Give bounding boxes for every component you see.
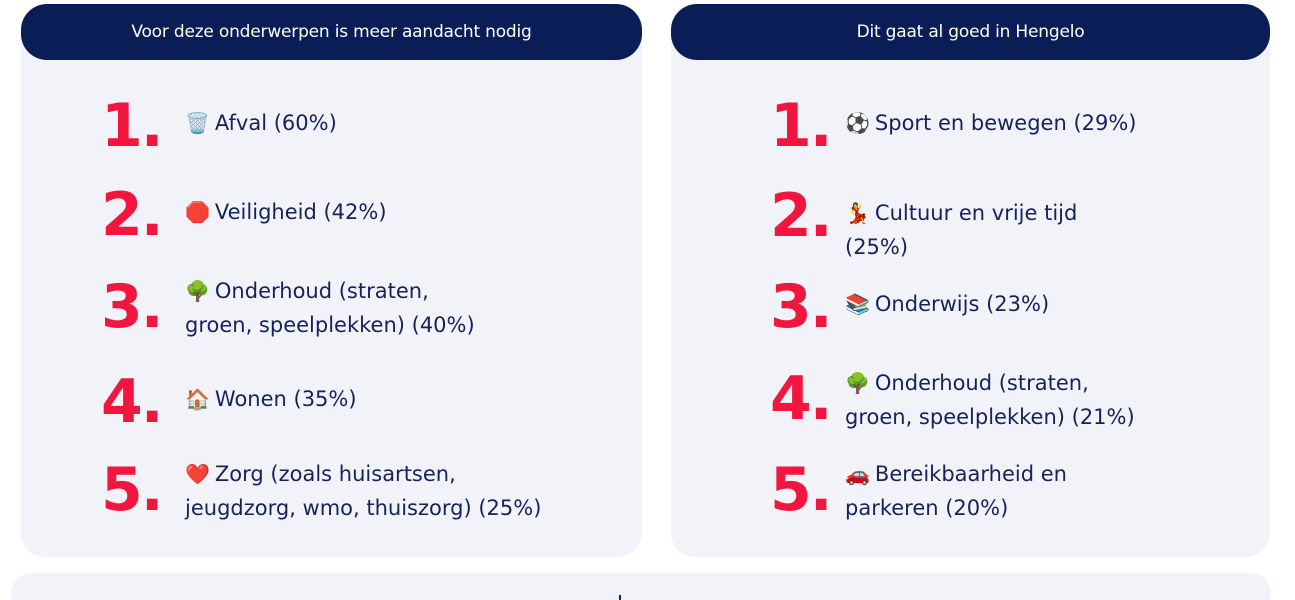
rank-number: 5.	[101, 455, 164, 525]
item-label: Afval (60%)	[214, 111, 337, 135]
rank-number: 1.	[770, 91, 833, 161]
item-label: Onderhoud (straten,	[214, 279, 429, 303]
rank-number: 3.	[770, 272, 833, 342]
item-label-continued: groen, speelplekken) (40%)	[185, 313, 475, 337]
stop-sign-icon: 🛑	[185, 200, 210, 224]
item-label-continued: parkeren (20%)	[845, 496, 1009, 520]
cursor-mark	[619, 595, 621, 600]
item-label-continued: (25%)	[845, 235, 909, 259]
rank-number: 3.	[101, 272, 164, 342]
dancer-icon: 💃	[845, 201, 870, 225]
rank-number: 2.	[770, 181, 833, 251]
rank-number: 4.	[770, 364, 833, 434]
attention-needed-panel: Voor deze onderwerpen is meer aandacht n…	[21, 4, 642, 557]
item-label: Sport en bewegen (29%)	[874, 111, 1137, 135]
house-icon: 🏠	[185, 387, 210, 411]
item-label-continued: jeugdzorg, wmo, thuiszorg) (25%)	[185, 496, 542, 520]
tree-icon: 🌳	[185, 279, 210, 303]
books-icon: 📚	[845, 292, 870, 316]
item-label: Zorg (zoals huisartsen,	[214, 462, 456, 486]
item-label: Bereikbaarheid en	[874, 462, 1067, 486]
item-label: Veiligheid (42%)	[214, 200, 387, 224]
tree-icon: 🌳	[845, 371, 870, 395]
rank-number: 1.	[101, 91, 164, 161]
trash-can-icon: 🗑️	[185, 111, 210, 135]
bottom-panel	[11, 573, 1271, 600]
item-label: Wonen (35%)	[214, 387, 357, 411]
rank-number: 2.	[101, 180, 164, 250]
attention-needed-header: Voor deze onderwerpen is meer aandacht n…	[21, 4, 642, 60]
going-well-header: Dit gaat al goed in Hengelo	[671, 4, 1270, 60]
heart-icon: ❤️	[185, 462, 210, 486]
rank-number: 4.	[101, 367, 164, 437]
item-label: Cultuur en vrije tijd	[874, 201, 1078, 225]
item-label-continued: groen, speelplekken) (21%)	[845, 405, 1135, 429]
going-well-panel: Dit gaat al goed in Hengelo 1. ⚽ Sport en…	[671, 4, 1270, 557]
rank-number: 5.	[770, 455, 833, 525]
soccer-ball-icon: ⚽	[845, 111, 870, 135]
item-label: Onderhoud (straten,	[874, 371, 1089, 395]
item-label: Onderwijs (23%)	[874, 292, 1050, 316]
car-icon: 🚗	[845, 462, 870, 486]
